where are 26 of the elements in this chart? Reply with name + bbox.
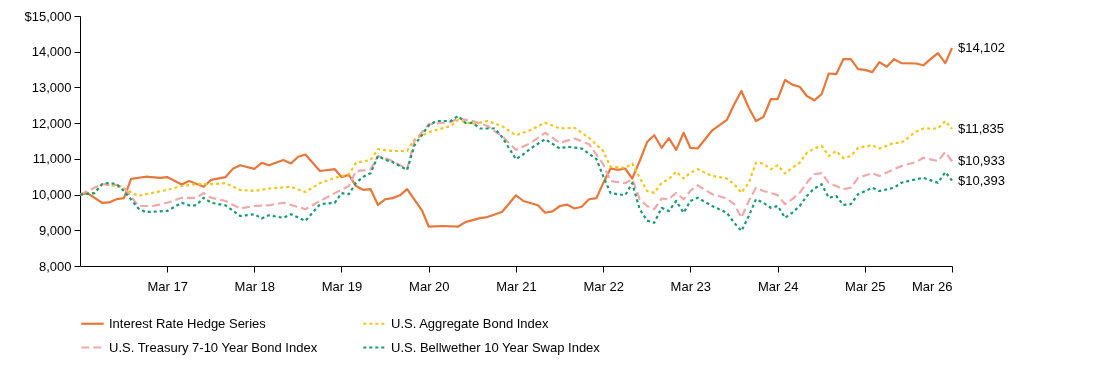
legend-label: U.S. Treasury 7-10 Year Bond Index	[109, 339, 318, 355]
annotation: $10,933	[958, 153, 1005, 169]
y-tick-label: 8,000	[38, 258, 72, 274]
annotation: $10,393	[958, 172, 1005, 188]
y-tick-label: 14,000	[31, 44, 72, 60]
x-tick-label: Mar 18	[234, 278, 276, 294]
legend-label: U.S. Aggregate Bond Index	[391, 315, 550, 331]
x-tick-label: Mar 19	[321, 278, 363, 294]
y-tick-label: 10,000	[31, 187, 72, 203]
x-tick-label: Mar 17	[147, 278, 188, 294]
legend-label: U.S. Bellwether 10 Year Swap Index	[391, 339, 601, 355]
legend-label: Interest Rate Hedge Series	[109, 315, 267, 331]
x-tick-label: Mar 26	[912, 278, 953, 294]
x-tick-label: Mar 25	[845, 278, 886, 294]
y-tick-label: 9,000	[38, 222, 72, 238]
x-tick-label: Mar 24	[757, 278, 799, 294]
x-tick-label: Mar 20	[409, 278, 450, 294]
y-tick-label: 13,000	[31, 79, 72, 95]
y-tick-label: 12,000	[31, 115, 72, 131]
annotation: $11,835	[958, 121, 1005, 137]
x-tick-label: Mar 22	[583, 278, 624, 294]
x-tick-label: Mar 23	[670, 278, 712, 294]
y-tick-label: 11,000	[32, 151, 72, 167]
x-tick-label: Mar 21	[496, 278, 537, 294]
y-tick-label: $15,000	[24, 8, 72, 24]
annotation: $14,102	[958, 40, 1005, 56]
